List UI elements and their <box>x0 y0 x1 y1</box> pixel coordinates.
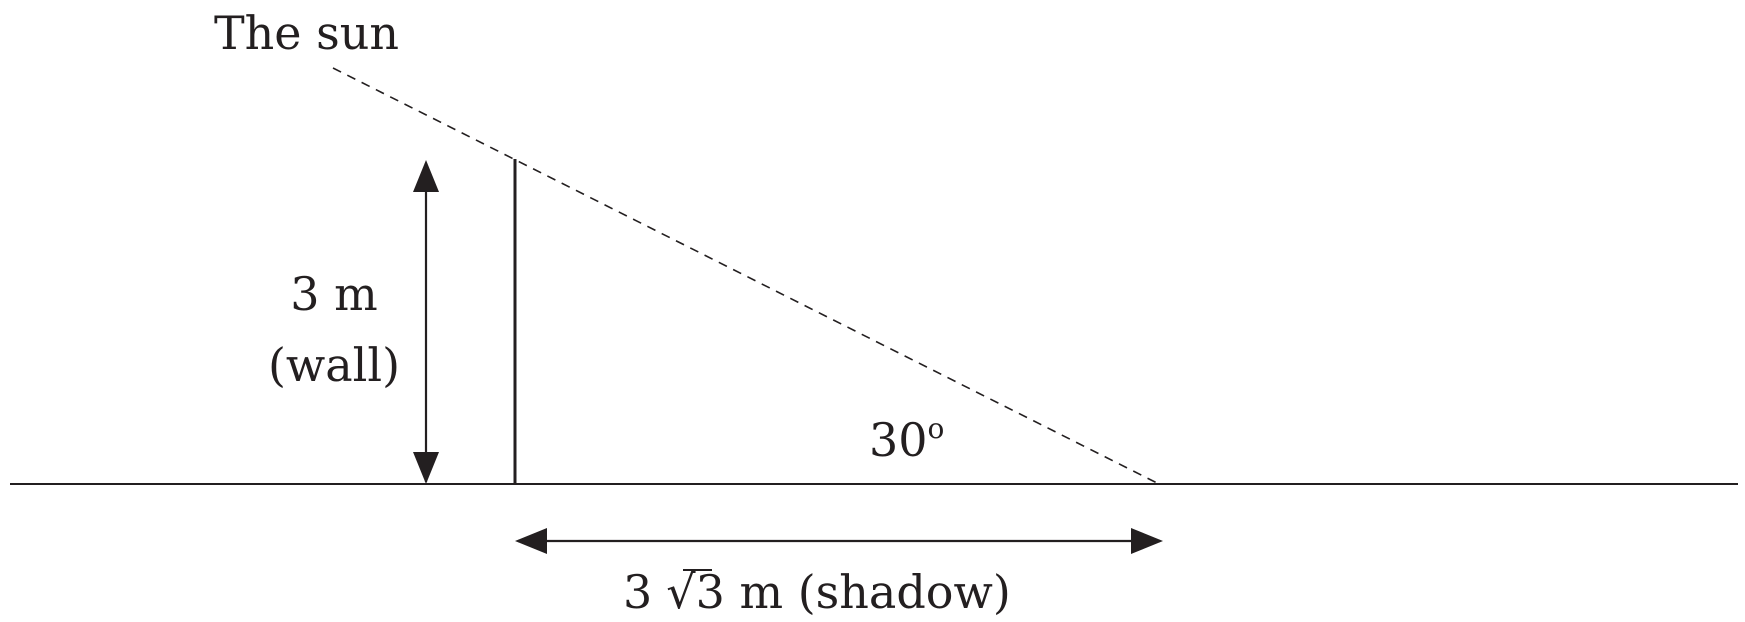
wall-arrowhead-bottom <box>413 452 439 484</box>
wall-arrowhead-top <box>413 160 439 192</box>
degree-symbol: o <box>928 412 945 445</box>
radicand: 3 <box>696 565 725 619</box>
wall-height-label: 3 m <box>290 267 378 321</box>
shadow-length-label: 3 √3 m (shadow) <box>623 565 1011 619</box>
angle-label: 30o <box>869 412 944 467</box>
radical-sign: √ <box>666 565 696 619</box>
shadow-arrowhead-right <box>1131 528 1163 554</box>
sun-label: The sun <box>214 6 399 60</box>
shadow-unit-text: m (shadow) <box>725 565 1011 619</box>
angle-value: 30 <box>869 413 928 467</box>
wall-name-label: (wall) <box>268 338 400 392</box>
shadow-coefficient: 3 <box>623 565 652 619</box>
shadow-arrowhead-left <box>515 528 547 554</box>
sun-ray <box>332 67 1160 485</box>
